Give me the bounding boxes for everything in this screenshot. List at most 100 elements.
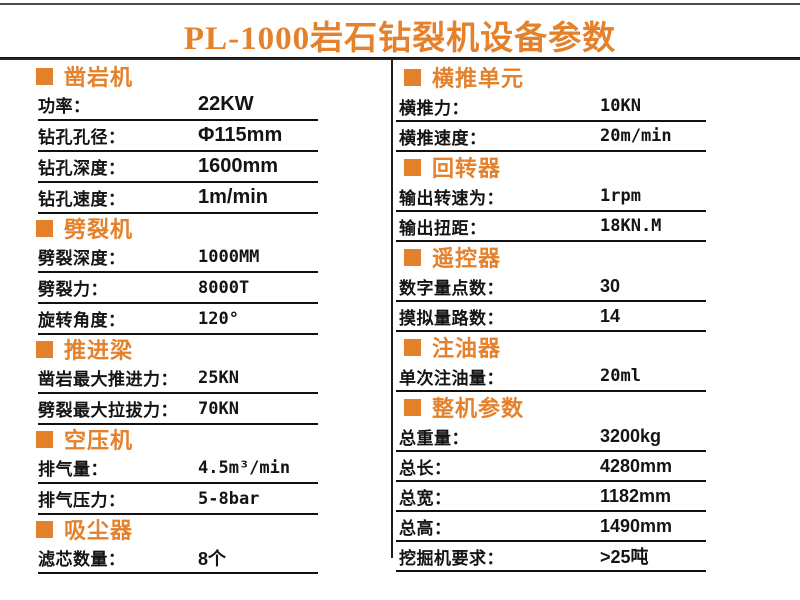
section-dust-collector: 吸尘器 滤芯数量： 8个 xyxy=(28,515,328,574)
spec-label: 总高： xyxy=(399,518,452,538)
bullet-square-icon xyxy=(36,219,53,237)
spec-label: 数字量点数： xyxy=(399,278,504,298)
spec-label: 输出转速为： xyxy=(399,188,504,208)
spec-row: 挖掘机要求： >25吨 xyxy=(396,542,706,572)
spec-value: >25吨 xyxy=(600,547,649,567)
bullet-square-icon xyxy=(36,520,53,538)
spec-row: 劈裂力： 8000T xyxy=(38,273,318,304)
spec-value: 1m/min xyxy=(198,186,269,208)
spec-label: 劈裂最大拉拔力： xyxy=(38,401,178,420)
spec-row: 输出转速为： 1rpm xyxy=(396,182,706,212)
spec-row: 总高： 1490mm xyxy=(396,512,706,542)
spec-row: 功率： 22KW xyxy=(38,90,318,121)
spec-label: 钻孔深度： xyxy=(38,159,126,178)
section-header: 遥控器 xyxy=(404,242,711,272)
section-title: 回转器 xyxy=(432,156,502,181)
right-column: 横推单元 横推力： 10KN 横推速度： 20m/min 回转器 输出转速为： … xyxy=(396,62,711,572)
bullet-square-icon xyxy=(36,430,53,448)
spec-row: 滤芯数量： 8个 xyxy=(38,543,318,574)
section-title: 注油器 xyxy=(432,336,502,361)
section-air-compressor: 空压机 排气量： 4.5m³/min 排气压力： 5-8bar xyxy=(28,425,328,515)
section-title: 空压机 xyxy=(64,428,134,453)
spec-label: 横推速度： xyxy=(399,128,487,148)
section-feed-beam: 推进梁 凿岩最大推进力： 25KN 劈裂最大拉拔力： 70KN xyxy=(28,335,328,425)
spec-label: 输出扭距： xyxy=(399,218,487,238)
bullet-square-icon xyxy=(36,340,53,358)
section-oiler: 注油器 单次注油量： 20ml xyxy=(396,332,711,392)
section-rotator: 回转器 输出转速为： 1rpm 输出扭距： 18KN.M xyxy=(396,152,711,242)
section-header: 回转器 xyxy=(404,152,711,182)
spec-value: 22KW xyxy=(198,93,254,115)
spec-row: 劈裂深度： 1000MM xyxy=(38,242,318,273)
spec-label: 总重量： xyxy=(399,428,469,448)
column-divider xyxy=(391,60,393,558)
section-splitter: 劈裂机 劈裂深度： 1000MM 劈裂力： 8000T 旋转角度： 120° xyxy=(28,214,328,335)
spec-label: 凿岩最大推进力： xyxy=(38,370,178,389)
bullet-square-icon xyxy=(404,68,421,86)
spec-value: 14 xyxy=(600,305,621,326)
spec-row: 输出扭距： 18KN.M xyxy=(396,212,706,242)
spec-label: 单次注油量： xyxy=(399,368,504,388)
spec-row: 钻孔速度： 1m/min xyxy=(38,183,318,214)
spec-value: 70KN xyxy=(198,398,239,419)
spec-label: 功率： xyxy=(38,97,91,116)
section-title: 凿岩机 xyxy=(64,65,134,90)
spec-row: 总重量： 3200kg xyxy=(396,422,706,452)
section-title: 推进梁 xyxy=(64,338,134,363)
spec-label: 排气压力： xyxy=(38,491,126,510)
section-title: 遥控器 xyxy=(432,246,502,271)
section-lateral-push-unit: 横推单元 横推力： 10KN 横推速度： 20m/min xyxy=(396,62,711,152)
section-header: 吸尘器 xyxy=(36,515,328,543)
page-title: PL-1000岩石钻裂机设备参数 xyxy=(183,21,617,57)
section-title: 吸尘器 xyxy=(64,518,134,543)
section-header: 凿岩机 xyxy=(36,62,328,90)
bullet-square-icon xyxy=(404,158,421,176)
spec-value: 4.5m³/min xyxy=(198,457,291,478)
spec-label: 旋转角度： xyxy=(38,311,126,330)
spec-row: 单次注油量： 20ml xyxy=(396,362,706,392)
spec-value: 5-8bar xyxy=(198,488,260,509)
section-header: 横推单元 xyxy=(404,62,711,92)
spec-value: 1490mm xyxy=(600,515,673,536)
spec-label: 劈裂力： xyxy=(38,280,108,299)
spec-row: 钻孔孔径： Φ115mm xyxy=(38,121,318,152)
spec-label: 劈裂深度： xyxy=(38,249,126,268)
spec-label: 总宽： xyxy=(399,488,452,508)
bullet-square-icon xyxy=(404,248,421,266)
section-title: 横推单元 xyxy=(432,66,525,91)
spec-row: 旋转角度： 120° xyxy=(38,304,318,335)
spec-row: 排气量： 4.5m³/min xyxy=(38,453,318,484)
spec-value: 25KN xyxy=(198,367,239,388)
spec-value: 30 xyxy=(600,275,621,296)
spec-value: 1600mm xyxy=(198,155,279,177)
spec-label: 挖掘机要求： xyxy=(399,548,504,568)
spec-value: 18KN.M xyxy=(600,216,662,236)
spec-value: 1rpm xyxy=(600,186,641,206)
bullet-square-icon xyxy=(404,398,421,416)
section-remote-control: 遥控器 数字量点数： 30 摸拟量路数： 14 xyxy=(396,242,711,332)
spec-row: 横推力： 10KN xyxy=(396,92,706,122)
spec-value: 1000MM xyxy=(198,246,260,267)
section-rock-drill: 凿岩机 功率： 22KW 钻孔孔径： Φ115mm 钻孔深度： 1600mm 钻… xyxy=(28,62,328,214)
section-header: 空压机 xyxy=(36,425,328,453)
spec-value: 4280mm xyxy=(600,455,673,476)
spec-row: 凿岩最大推进力： 25KN xyxy=(38,363,318,394)
spec-row: 横推速度： 20m/min xyxy=(396,122,706,152)
spec-row: 总长： 4280mm xyxy=(396,452,706,482)
spec-value: 20m/min xyxy=(600,126,672,146)
spec-label: 滤芯数量： xyxy=(38,550,126,569)
spec-label: 钻孔速度： xyxy=(38,190,126,209)
spec-row: 钻孔深度： 1600mm xyxy=(38,152,318,183)
spec-label: 横推力： xyxy=(399,98,469,118)
spec-row: 数字量点数： 30 xyxy=(396,272,706,302)
spec-value: Φ115mm xyxy=(198,124,283,146)
left-column: 凿岩机 功率： 22KW 钻孔孔径： Φ115mm 钻孔深度： 1600mm 钻… xyxy=(28,62,328,574)
header-rule xyxy=(0,57,800,60)
spec-value: 10KN xyxy=(600,96,641,116)
spec-row: 劈裂最大拉拔力： 70KN xyxy=(38,394,318,425)
bullet-square-icon xyxy=(404,338,421,356)
spec-label: 摸拟量路数： xyxy=(399,308,504,328)
section-header: 劈裂机 xyxy=(36,214,328,242)
spec-label: 钻孔孔径： xyxy=(38,128,126,147)
